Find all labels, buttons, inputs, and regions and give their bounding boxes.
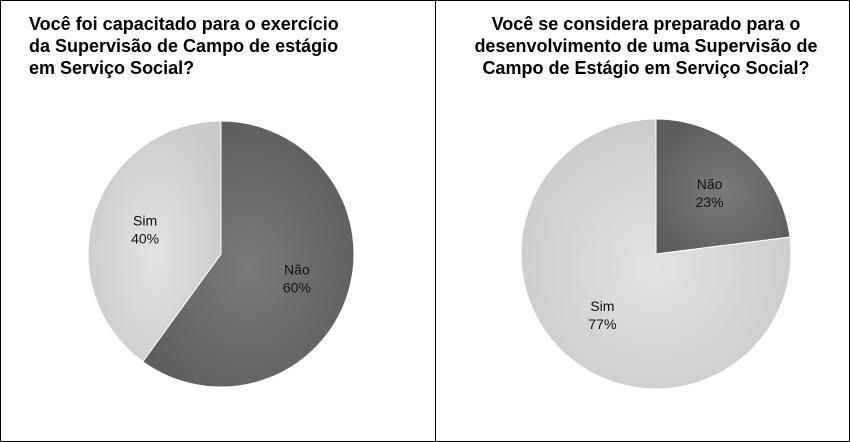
slice-label: Não [697,176,723,192]
chart-panel-left: Você foi capacitado para o exercício da … [1,1,436,441]
pie-slice-no [655,118,791,255]
slice-label: Não [284,262,310,278]
slice-value-label: 77% [588,316,616,332]
pie-chart-right: Não 23% Sim 77% [520,118,792,390]
pie-slice-sim [87,120,222,363]
chart-title-left: Você foi capacitado para o exercício da … [29,14,339,78]
slice-label: Sim [133,212,157,228]
pie-slice-no [142,120,355,388]
pie-chart-left: Não 60% Sim 40% [87,120,355,388]
slice-value-label: 40% [131,230,159,246]
slice-value-label: 60% [283,280,311,296]
pie-slice-sim [520,118,792,390]
chart-panel-right: Você se considera preparado para o desen… [436,1,849,441]
chart-title-right: Você se considera preparado para o desen… [474,14,818,78]
slice-value-label: 23% [696,194,724,210]
slice-label: Sim [590,298,614,314]
